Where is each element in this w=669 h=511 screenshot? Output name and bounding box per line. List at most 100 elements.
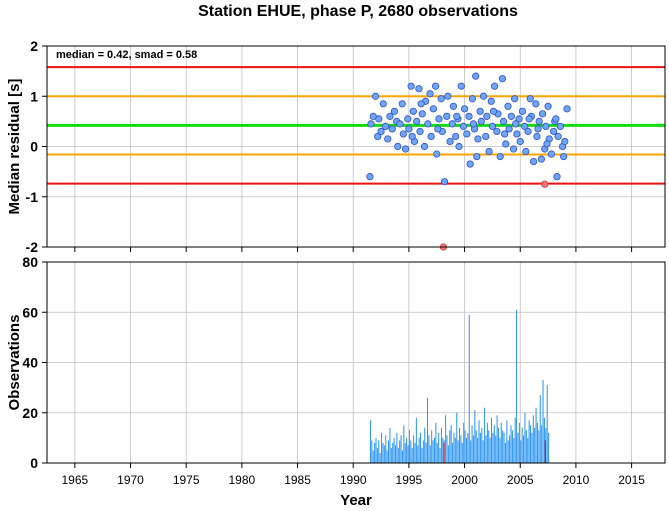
observation-bar bbox=[404, 442, 406, 463]
x-tick-label-1975: 1975 bbox=[173, 473, 200, 487]
observations-bars bbox=[369, 309, 550, 463]
residual-point bbox=[452, 132, 460, 141]
observation-bar bbox=[531, 432, 533, 463]
residual-point bbox=[552, 115, 560, 123]
residual-point bbox=[561, 137, 569, 146]
residual-point bbox=[498, 75, 507, 83]
observation-bar bbox=[440, 427, 442, 463]
observation-bar bbox=[424, 427, 426, 463]
observation-bar bbox=[422, 440, 424, 463]
observation-bar bbox=[413, 435, 415, 463]
observation-bar bbox=[429, 445, 431, 463]
observation-bar bbox=[525, 430, 527, 463]
observation-bar bbox=[503, 432, 505, 463]
observation-bar bbox=[378, 440, 380, 463]
residual-point bbox=[426, 90, 434, 98]
observation-bar-highlight bbox=[544, 440, 546, 463]
observations-y-tick-label-60: 60 bbox=[22, 304, 38, 320]
observation-bar bbox=[379, 452, 381, 463]
observation-bar bbox=[489, 437, 491, 463]
observation-bar bbox=[474, 410, 476, 463]
residual-point bbox=[432, 82, 440, 90]
chart-title: Station EHUE, phase P, 2680 observations bbox=[198, 3, 518, 20]
residual-point bbox=[489, 107, 498, 115]
observation-bar bbox=[396, 432, 398, 463]
residual-point bbox=[556, 122, 564, 131]
residual-point bbox=[469, 120, 478, 128]
observation-bar bbox=[421, 447, 423, 463]
residual-point bbox=[375, 115, 383, 123]
residual-point bbox=[417, 100, 425, 108]
residual-point bbox=[477, 117, 485, 125]
residual-point bbox=[472, 72, 480, 80]
residual-point bbox=[394, 142, 402, 151]
residual-annotation: median = 0.42, smad = 0.58 bbox=[56, 49, 197, 61]
observations-frame bbox=[46, 261, 666, 464]
observation-bar bbox=[485, 435, 487, 463]
observation-bar bbox=[546, 385, 548, 463]
residual-point bbox=[427, 132, 435, 141]
observation-bar bbox=[452, 442, 454, 463]
residual-point bbox=[453, 112, 461, 120]
residual-point bbox=[420, 142, 429, 151]
observation-bar bbox=[541, 425, 543, 463]
residual-point bbox=[532, 100, 540, 108]
observation-bar bbox=[497, 427, 500, 463]
observation-bar bbox=[450, 425, 452, 463]
residual-point bbox=[534, 125, 542, 133]
observation-bar bbox=[509, 435, 511, 463]
observation-bar bbox=[535, 407, 537, 463]
residual-point bbox=[429, 105, 437, 113]
residual-point bbox=[446, 137, 454, 146]
observation-bar bbox=[534, 427, 536, 463]
residual-frame bbox=[46, 45, 666, 248]
residual-ticks: -2 -1 0 1 2 bbox=[26, 38, 633, 255]
residual-point bbox=[526, 95, 534, 103]
residual-point bbox=[538, 110, 547, 118]
observations-ticks: 1965 1970 1975 1980 1985 1990 1995 2000 2005 2010… bbox=[22, 254, 645, 487]
observation-bar bbox=[465, 437, 468, 463]
observation-bar bbox=[521, 427, 523, 463]
observation-bar bbox=[397, 447, 399, 463]
observation-bar bbox=[390, 447, 392, 463]
residual-point bbox=[407, 82, 415, 90]
observations-y-tick-label-40: 40 bbox=[22, 355, 38, 371]
observation-bar bbox=[492, 432, 494, 463]
observation-bar bbox=[417, 445, 419, 463]
residual-point bbox=[554, 132, 562, 141]
observation-bar bbox=[408, 430, 410, 463]
observations-y-tick-label-80: 80 bbox=[22, 254, 38, 270]
observation-bar bbox=[491, 417, 493, 463]
observation-bar bbox=[388, 440, 390, 463]
observation-bar bbox=[502, 430, 504, 463]
residual-point bbox=[408, 132, 416, 141]
residual-point bbox=[399, 130, 407, 138]
observation-bar bbox=[394, 445, 397, 463]
observation-bar bbox=[495, 435, 497, 463]
observation-bar bbox=[514, 417, 516, 463]
observation-bar bbox=[400, 435, 402, 463]
residual-point bbox=[460, 105, 469, 113]
residual-point bbox=[511, 95, 519, 103]
observation-bar bbox=[401, 450, 403, 463]
x-tick-label-1970: 1970 bbox=[117, 473, 144, 487]
residual-point bbox=[416, 127, 424, 136]
residual-point bbox=[366, 173, 374, 181]
observation-bar bbox=[447, 445, 449, 463]
observation-bar bbox=[420, 432, 422, 463]
residual-point bbox=[525, 115, 533, 123]
observation-bar bbox=[438, 432, 440, 463]
observation-bar bbox=[431, 430, 433, 463]
observation-bar bbox=[477, 437, 479, 463]
residual-point bbox=[550, 127, 558, 136]
observation-bar bbox=[439, 447, 441, 463]
residual-point bbox=[468, 95, 476, 103]
residual-point bbox=[415, 85, 423, 93]
residual-point bbox=[530, 157, 538, 166]
residual-point bbox=[457, 82, 465, 90]
residual-point bbox=[413, 117, 421, 125]
residual-point bbox=[443, 112, 451, 120]
residual-point bbox=[409, 107, 417, 115]
residual-grid bbox=[47, 45, 665, 248]
x-tick-label-1980: 1980 bbox=[229, 473, 256, 487]
